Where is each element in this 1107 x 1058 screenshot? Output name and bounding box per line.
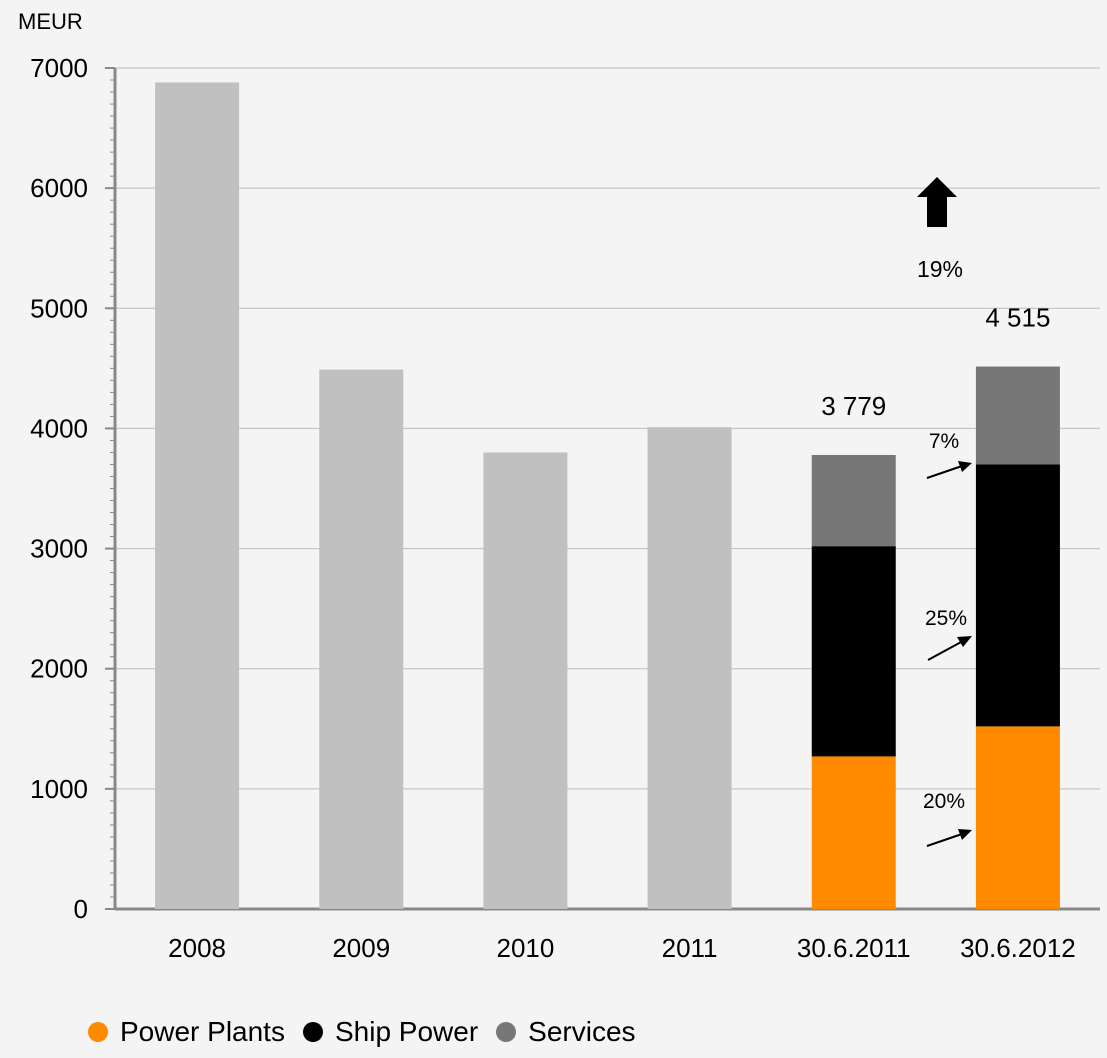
bar-total [155, 82, 240, 910]
y-axis-label: MEUR [18, 9, 83, 34]
ship-power-growth-arrowhead [957, 636, 972, 647]
x-tick-label: 2011 [662, 933, 718, 963]
power-plants-growth-arrow-icon [926, 833, 963, 847]
bar-segment-services [975, 366, 1060, 465]
labels: 0 1000 2000 3000 4000 5000 6000 7000 2008 2009 201… [30, 53, 1076, 963]
bar-segment-power-plants [811, 756, 896, 909]
y-tick-label: 2000 [30, 654, 88, 684]
bar-segment-services [811, 454, 896, 547]
data-label: 3 779 [821, 391, 886, 421]
bar-total [319, 369, 404, 909]
y-tick-label: 0 [74, 894, 88, 924]
legend-label-power-plants: Power Plants [120, 1016, 285, 1047]
legend-swatch-power-plants [88, 1022, 108, 1042]
y-tick-label: 6000 [30, 173, 88, 203]
y-tick-label: 1000 [30, 774, 88, 804]
power-plants-growth-label: 20% [923, 790, 965, 813]
y-tick-label: 5000 [30, 293, 88, 323]
bar-segment-ship-power [975, 464, 1060, 727]
x-tick-label: 2010 [496, 933, 554, 963]
axes [105, 67, 1100, 911]
bar-segment-ship-power [811, 546, 896, 757]
y-tick-label: 3000 [30, 534, 88, 564]
bar-segment-power-plants [975, 726, 1060, 909]
legend: Power Plants Ship Power Services [88, 1016, 636, 1048]
ship-power-growth-label: 25% [925, 607, 967, 630]
legend-item-ship-power: Ship Power [302, 1016, 479, 1048]
legend-item-services: Services [496, 1016, 636, 1048]
x-tick-label: 2008 [168, 933, 226, 963]
data-label: 4 515 [985, 303, 1050, 333]
legend-item-power-plants: Power Plants [88, 1016, 285, 1048]
bar-total [483, 452, 568, 909]
bars [155, 82, 1060, 910]
growth-annotations: 19% 7% 25% 20% [917, 177, 972, 847]
services-growth-arrow-icon [926, 465, 963, 479]
total-growth-label: 19% [917, 256, 963, 282]
services-growth-arrowhead [958, 461, 972, 472]
x-tick-label: 30.6.2011 [797, 933, 911, 963]
legend-label-services: Services [528, 1016, 636, 1047]
legend-swatch-ship-power [302, 1022, 323, 1042]
legend-label-ship-power: Ship Power [334, 1016, 479, 1047]
legend-swatch-services [496, 1022, 517, 1042]
total-growth-up-arrow-icon [917, 177, 957, 227]
power-plants-growth-arrowhead [958, 829, 972, 840]
y-tick-label: 4000 [30, 413, 88, 443]
bar-total [647, 427, 732, 909]
services-growth-label: 7% [929, 430, 959, 453]
ship-power-growth-arrow-icon [927, 640, 964, 661]
x-tick-label: 2009 [332, 933, 390, 963]
y-tick-label: 7000 [30, 53, 88, 83]
x-tick-label: 30.6.2012 [960, 933, 1076, 963]
grid-lines [115, 67, 1100, 790]
